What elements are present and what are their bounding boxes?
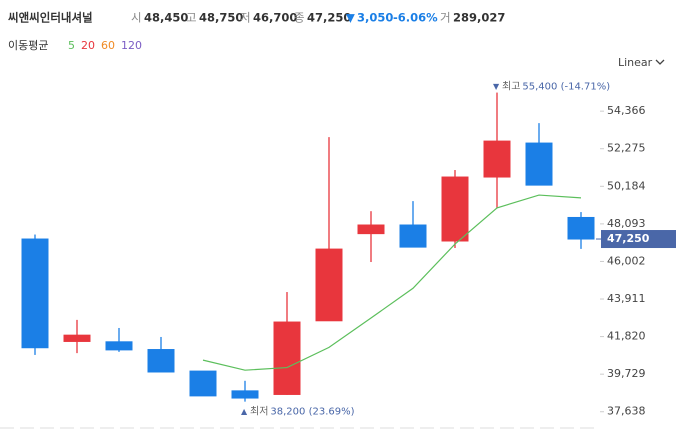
candle-body (63, 334, 91, 342)
last-price-label: 47,250 (607, 232, 650, 245)
low-value: 46,700 (253, 11, 297, 25)
candle-body (21, 238, 49, 349)
candle-body (567, 216, 595, 240)
scale-button[interactable]: Linear (618, 56, 653, 69)
candle-body (105, 341, 133, 351)
candle-body (399, 224, 427, 248)
y-tick-label: 52,275 (607, 142, 646, 155)
y-tick-label: 37,638 (607, 405, 646, 418)
annotation: ▲ 최저 38,200 (23.69%) (241, 406, 355, 418)
candle-body (147, 349, 175, 373)
open-value: 48,450 (144, 11, 188, 25)
change-value: 3,050 (357, 11, 393, 25)
stock-name: 씨앤씨인터내셔널 (8, 11, 93, 25)
high-label: 고 (186, 11, 197, 25)
annotation-label: 최고 (502, 81, 520, 93)
annotation: ▼ 최고 55,400 (-14.71%) (493, 81, 610, 93)
volume-value: 289,027 (453, 11, 505, 25)
legend-entry: 120 (121, 39, 142, 52)
y-tick-label: 48,093 (607, 217, 646, 230)
high-value: 48,750 (199, 11, 243, 25)
annotation-label: 최저 (250, 406, 268, 418)
ma-line (202, 194, 582, 371)
change-arrow: ▼ (346, 11, 355, 25)
close-label: 종 (294, 11, 305, 25)
change-pct: -6.06% (393, 11, 438, 25)
candle-body (441, 176, 469, 242)
low-label: 저 (240, 11, 251, 25)
legend-entry: 20 (81, 39, 95, 52)
candle-body (273, 321, 301, 395)
annotation-text: 55,400 (-14.71%) (522, 82, 610, 93)
candle-body (231, 390, 259, 399)
legend-entry: 5 (68, 39, 75, 52)
y-tick-label: 46,002 (607, 254, 646, 267)
y-tick-label: 54,366 (607, 104, 646, 117)
open-label: 시 (131, 11, 142, 25)
scale-chevron[interactable] (655, 59, 665, 65)
annotation-marker: ▲ (241, 407, 248, 416)
candle-body (525, 142, 553, 186)
candle-body (483, 140, 511, 178)
candle-body (357, 224, 385, 235)
ma-title: 이동평균 (8, 39, 48, 52)
last-price-tag (601, 230, 676, 249)
y-tick-label: 50,184 (607, 179, 646, 192)
y-tick-label: 41,820 (607, 330, 646, 343)
candle-body (315, 248, 343, 322)
annotation-text: 38,200 (23.69%) (270, 407, 354, 418)
volume-label: 거 (440, 11, 451, 25)
legend-entry: 60 (101, 39, 115, 52)
candle-body (189, 370, 217, 397)
close-value: 47,250 (307, 11, 351, 25)
annotation-marker: ▼ (493, 82, 500, 91)
y-tick-label: 43,911 (607, 292, 646, 305)
y-tick-label: 39,729 (607, 367, 646, 380)
